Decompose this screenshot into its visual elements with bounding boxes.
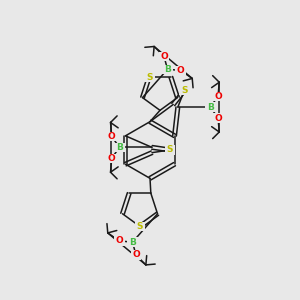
FancyBboxPatch shape xyxy=(162,64,173,74)
FancyBboxPatch shape xyxy=(213,113,224,123)
FancyBboxPatch shape xyxy=(114,236,124,246)
Text: O: O xyxy=(214,92,222,101)
Text: B: B xyxy=(207,103,214,112)
FancyBboxPatch shape xyxy=(135,222,145,231)
Text: O: O xyxy=(108,132,116,141)
Text: S: S xyxy=(181,86,188,95)
FancyBboxPatch shape xyxy=(176,66,186,75)
Text: S: S xyxy=(146,73,152,82)
FancyBboxPatch shape xyxy=(179,85,190,95)
Text: O: O xyxy=(177,66,184,75)
FancyBboxPatch shape xyxy=(106,132,117,141)
FancyBboxPatch shape xyxy=(114,143,125,152)
FancyBboxPatch shape xyxy=(159,52,170,61)
FancyBboxPatch shape xyxy=(130,250,141,260)
Text: O: O xyxy=(132,250,140,260)
Text: O: O xyxy=(108,154,116,163)
Text: B: B xyxy=(129,238,136,247)
Text: O: O xyxy=(116,236,123,245)
FancyBboxPatch shape xyxy=(144,72,154,82)
Text: B: B xyxy=(164,65,171,74)
FancyBboxPatch shape xyxy=(127,237,138,247)
Text: B: B xyxy=(116,143,123,152)
FancyBboxPatch shape xyxy=(165,145,175,155)
Text: O: O xyxy=(214,113,222,122)
FancyBboxPatch shape xyxy=(205,103,216,112)
FancyBboxPatch shape xyxy=(106,154,117,163)
FancyBboxPatch shape xyxy=(213,92,224,101)
Text: S: S xyxy=(167,146,173,154)
Text: O: O xyxy=(160,52,168,61)
Text: S: S xyxy=(137,222,143,231)
